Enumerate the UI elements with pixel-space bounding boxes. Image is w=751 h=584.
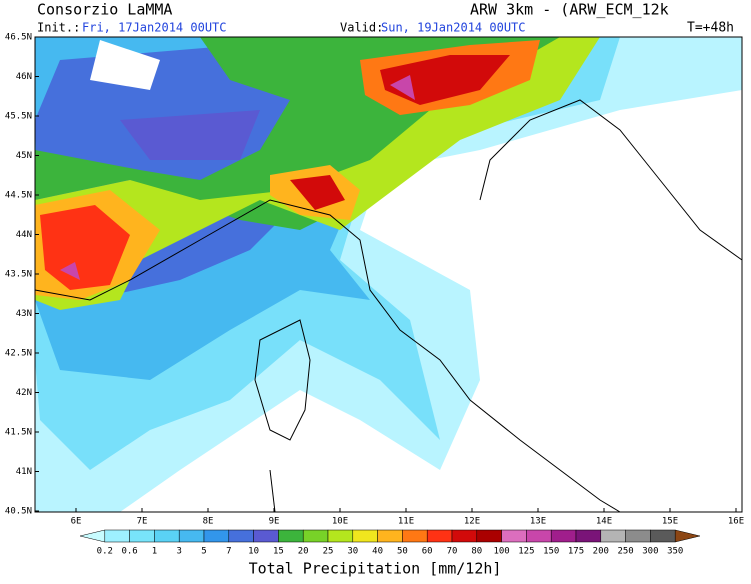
colorbar-label: 40 [372,547,383,557]
lat-label: 41N [16,467,32,477]
lon-label: 11E [398,517,414,527]
colorbar-box [253,529,279,543]
colorbar-label: 25 [323,547,334,557]
colorbar-box [203,529,230,543]
institution: Consorzio LaMMA [37,1,172,19]
colorbar-label: 70 [447,547,458,557]
lat-label: 43.5N [5,270,32,280]
colorbar-box [426,529,453,543]
colorbar-box [228,529,254,543]
valid-label: Valid: [340,21,383,35]
colorbar-box [451,529,478,543]
lat-label: 44.5N [5,191,32,201]
colorbar-label: 0.6 [121,547,137,557]
coastlines [34,99,743,513]
colorbar-label: 200 [593,547,609,557]
colorbar-box [600,529,626,543]
init-label: Init.: [37,21,80,35]
colorbar-box [476,529,502,543]
lat-label: 46.5N [5,33,32,43]
colorbar-box [104,529,130,543]
colorbar-label: 20 [298,547,309,557]
lat-label: 42N [16,388,32,398]
lat-label: 45.5N [5,112,32,122]
colorbar-label: 250 [617,547,633,557]
lon-label: 7E [137,517,148,527]
lat-label: 46N [16,72,32,82]
colorbar-box [402,529,428,543]
colorbar-label: 3 [176,547,181,557]
colorbar-label: 7 [226,547,231,557]
colorbar-label: 350 [667,547,683,557]
colorbar-label: 50 [397,547,408,557]
valid-date: Sun, 19Jan2014 00UTC [381,21,526,35]
lon-label: 12E [464,517,480,527]
colorbar-box [352,529,378,543]
colorbar-label: 15 [273,547,284,557]
colorbar-label: 1 [152,547,157,557]
colorbar-box [526,529,552,543]
colorbar-end [674,529,701,543]
colorbar-label: 100 [493,547,509,557]
colorbar-box [575,529,602,543]
lat-label: 40.5N [5,507,32,517]
colorbar-label: 150 [543,547,559,557]
colorbar-box [129,529,155,543]
lat-label: 41.5N [5,428,32,438]
lon-label: 6E [71,517,82,527]
lon-labels: 6E 7E 8E 9E 10E 11E 12E 13E 14E 15E 16E [71,508,744,527]
colorbar-label: 175 [568,547,584,557]
lon-label: 10E [332,517,348,527]
colorbar-title: Total Precipitation [mm/12h] [249,560,502,578]
colorbar-label: 10 [248,547,259,557]
colorbar-label: 30 [347,547,358,557]
lat-label: 42.5N [5,349,32,359]
lon-label: 13E [530,517,546,527]
lat-label: 45N [16,151,32,161]
colorbar: 0.2 0.6 1 3 5 7 10 15 20 25 30 40 50 60 70 80 100 125 150 1… [79,529,701,557]
colorbar-label: 5 [201,547,206,557]
colorbar-label: 80 [471,547,482,557]
precipitation-field [35,37,742,512]
lon-label: 8E [203,517,214,527]
lon-label: 9E [269,517,280,527]
colorbar-box [154,529,180,543]
lon-label: 15E [662,517,678,527]
colorbar-label: 60 [422,547,433,557]
lon-label: 14E [596,517,612,527]
colorbar-label: 125 [518,547,534,557]
colorbar-box [302,529,329,543]
lead-time: T=+48h [687,21,734,36]
colorbar-box [650,529,676,543]
colorbar-label: 0.2 [97,547,113,557]
colorbar-box [327,529,354,543]
colorbar-box [550,529,577,543]
lat-label: 43N [16,309,32,319]
model-name: ARW 3km - (ARW_ECM_12k [470,1,669,19]
colorbar-label: 300 [642,547,658,557]
colorbar-box [278,529,304,543]
colorbar-box [377,529,403,543]
colorbar-box [625,529,651,543]
lon-label: 16E [728,517,744,527]
lat-label: 44N [16,230,32,240]
lat-labels: 46.5N 46N 45.5N 45N 44.5N 44N 43.5N 43N 42.5N 42N… [5,33,39,517]
colorbar-box [178,529,205,543]
colorbar-box [501,529,527,543]
init-date: Fri, 17Jan2014 00UTC [82,21,227,35]
